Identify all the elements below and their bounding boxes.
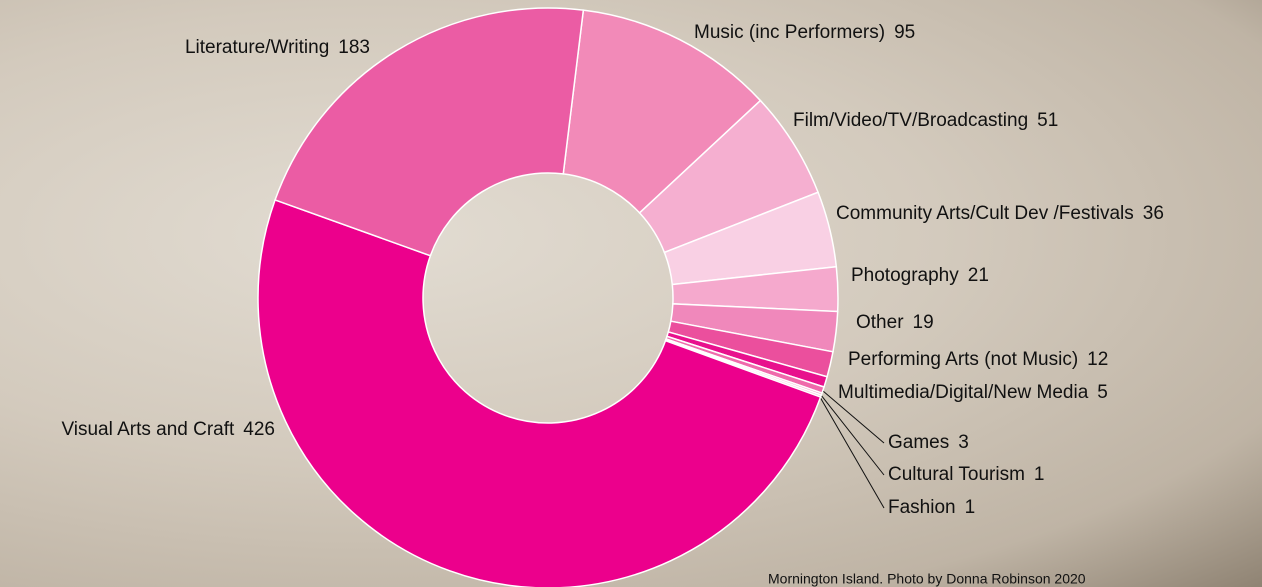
slice-name: Visual Arts and Craft (61, 419, 235, 440)
slice-value: 1 (1034, 464, 1045, 485)
slice-label: Literature/Writing 183 (185, 37, 370, 58)
slice-name: Music (inc Performers) (694, 22, 885, 43)
slice-value: 51 (1037, 110, 1058, 131)
slice-value: 12 (1087, 349, 1108, 370)
slice-name: Cultural Tourism (888, 464, 1025, 485)
slice-label: Multimedia/Digital/New Media 5 (838, 382, 1108, 403)
slice-value: 19 (913, 312, 934, 333)
slice-name: Film/Video/TV/Broadcasting (793, 110, 1028, 131)
slice-label: Music (inc Performers) 95 (694, 22, 915, 43)
slice-value: 1 (965, 497, 976, 518)
slice-value: 95 (894, 22, 915, 43)
slice-name: Literature/Writing (185, 37, 329, 58)
slice-label: Visual Arts and Craft 426 (61, 419, 275, 440)
slice-label: Film/Video/TV/Broadcasting 51 (793, 110, 1058, 131)
slice-label: Fashion 1 (888, 497, 975, 518)
slice-label: Community Arts/Cult Dev /Festivals 36 (836, 203, 1164, 224)
slice-label: Cultural Tourism 1 (888, 464, 1045, 485)
slice-label: Games 3 (888, 432, 969, 453)
slice-name: Community Arts/Cult Dev /Festivals (836, 203, 1134, 224)
slice-value: 5 (1097, 382, 1108, 403)
slice-value: 36 (1143, 203, 1164, 224)
slice-value: 3 (958, 432, 969, 453)
slice-label: Performing Arts (not Music) 12 (848, 349, 1108, 370)
slice-value: 183 (338, 37, 370, 58)
slice-value: 21 (968, 265, 989, 286)
slice-name: Photography (851, 265, 959, 286)
slice-label: Other 19 (856, 312, 934, 333)
slice-name: Performing Arts (not Music) (848, 349, 1078, 370)
slice-name: Other (856, 312, 904, 333)
caption: Mornington Island. Photo by Donna Robins… (768, 571, 1086, 587)
slice-name: Multimedia/Digital/New Media (838, 382, 1089, 403)
page: Mornington Island. Photo by Donna Robins… (0, 0, 1262, 587)
slice-name: Fashion (888, 497, 956, 518)
leader-line (819, 395, 884, 508)
slice-name: Games (888, 432, 949, 453)
slice-label: Photography 21 (851, 265, 989, 286)
slice-value: 426 (243, 419, 275, 440)
chart: Mornington Island. Photo by Donna Robins… (0, 0, 1262, 587)
